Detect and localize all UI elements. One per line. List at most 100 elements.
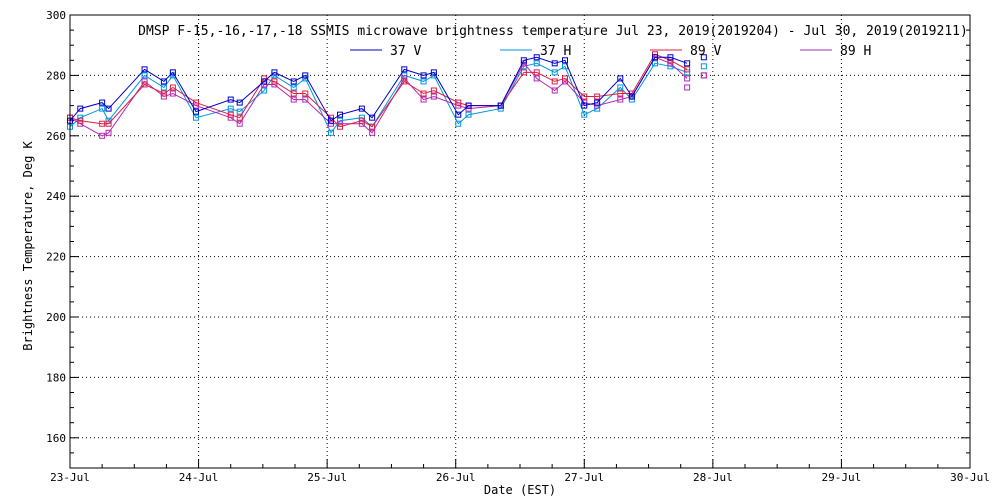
data-point-89-v xyxy=(551,78,558,85)
data-point-37-v xyxy=(105,105,112,112)
data-point-89-v xyxy=(99,120,106,127)
data-point-37-h xyxy=(420,78,427,85)
x-tick-label: 29-Jul xyxy=(822,471,862,484)
data-point-37-v xyxy=(700,54,707,61)
data-point-89-v xyxy=(290,90,297,97)
data-point-89-v xyxy=(302,90,309,97)
x-tick-label: 30-Jul xyxy=(950,471,990,484)
data-point-89-v xyxy=(236,114,243,121)
data-point-89-v xyxy=(337,123,343,130)
data-point-37-v xyxy=(160,78,167,85)
data-point-89-h xyxy=(430,93,437,100)
data-point-89-v xyxy=(105,120,112,127)
data-point-89-v xyxy=(581,93,588,100)
x-axis-label: Date (EST) xyxy=(484,483,556,497)
data-point-37-h xyxy=(141,72,148,79)
data-point-37-h xyxy=(261,87,268,94)
data-point-37-v xyxy=(594,99,601,106)
data-point-89-v xyxy=(77,117,84,124)
data-point-89-h xyxy=(290,96,297,103)
data-point-89-h xyxy=(236,120,243,127)
data-point-37-h xyxy=(290,84,297,91)
data-point-37-v xyxy=(652,54,658,61)
data-point-37-h xyxy=(700,63,707,70)
data-point-37-h xyxy=(358,114,365,121)
x-tick-label: 27-Jul xyxy=(564,471,604,484)
y-tick-label: 200 xyxy=(46,311,66,324)
data-point-89-v xyxy=(594,93,601,100)
data-point-89-v xyxy=(455,99,462,106)
data-point-89-h xyxy=(617,96,624,103)
data-point-37-v xyxy=(420,72,427,79)
plot-frame xyxy=(69,14,971,469)
data-point-37-v xyxy=(430,69,437,76)
data-point-37-h xyxy=(617,84,624,91)
data-point-89-h xyxy=(700,72,707,79)
y-axis-label: Brightness Temperature, Deg K xyxy=(21,140,35,350)
data-point-89-h xyxy=(420,96,427,103)
data-point-89-v xyxy=(369,123,376,130)
data-point-37-h xyxy=(684,69,691,76)
legend-label-37-h: 37 H xyxy=(540,44,571,59)
legend: 37 V 37 H 89 V 89 H xyxy=(350,44,871,59)
data-point-37-h xyxy=(328,129,334,136)
data-point-89-v xyxy=(160,90,167,97)
data-point-37-v xyxy=(358,105,365,112)
y-tick-label: 240 xyxy=(46,190,66,203)
data-point-37-v xyxy=(193,108,199,115)
data-point-89-v xyxy=(533,69,540,76)
data-point-89-h xyxy=(99,132,106,139)
data-point-37-h xyxy=(99,105,106,112)
series-line-37-v xyxy=(69,56,688,122)
data-point-37-v xyxy=(337,111,343,118)
data-point-37-v xyxy=(551,60,558,67)
data-point-89-h xyxy=(105,129,112,136)
data-point-37-v xyxy=(533,54,540,61)
data-point-37-h xyxy=(551,69,558,76)
x-tick-label: 24-Jul xyxy=(179,471,219,484)
data-point-37-h xyxy=(160,84,167,91)
data-point-89-h xyxy=(684,84,691,91)
data-point-37-v xyxy=(562,57,568,64)
data-point-37-v xyxy=(465,102,472,109)
data-point-89-v xyxy=(401,78,408,85)
data-point-89-v xyxy=(420,90,427,97)
data-point-37-h xyxy=(227,105,234,112)
data-point-89-h xyxy=(684,75,691,82)
x-tick-label: 26-Jul xyxy=(436,471,476,484)
y-tick-label: 160 xyxy=(46,432,66,445)
data-point-89-v xyxy=(271,78,278,85)
data-point-37-v xyxy=(141,66,148,73)
data-point-37-v xyxy=(99,99,106,106)
data-point-89-v xyxy=(520,69,527,76)
data-point-89-v xyxy=(358,117,365,124)
chart-title: DMSP F-15,-16,-17,-18 SSMIS microwave br… xyxy=(138,24,968,39)
data-point-37-h xyxy=(581,111,588,118)
data-point-37-h xyxy=(455,120,462,127)
data-point-89-h xyxy=(77,120,84,127)
data-point-89-v xyxy=(684,66,691,73)
data-point-37-v xyxy=(77,105,84,112)
data-point-37-v xyxy=(401,66,408,73)
y-tick-label: 180 xyxy=(46,371,66,384)
data-point-37-v xyxy=(271,69,278,76)
data-point-37-v xyxy=(520,57,527,64)
data-point-37-h xyxy=(193,114,199,121)
y-tick-label: 260 xyxy=(46,130,66,143)
y-tick-label: 220 xyxy=(46,251,66,264)
data-point-89-v xyxy=(562,75,568,82)
data-point-37-v xyxy=(302,72,309,79)
data-point-37-v xyxy=(261,78,268,85)
x-tick-label: 25-Jul xyxy=(307,471,347,484)
data-point-89-v xyxy=(430,87,437,94)
data-point-37-v xyxy=(628,93,635,100)
data-point-37-h xyxy=(533,60,540,67)
data-point-89-h xyxy=(169,90,176,97)
data-point-89-h xyxy=(533,75,540,82)
data-point-89-v xyxy=(617,90,624,97)
data-point-37-h xyxy=(594,105,601,112)
data-point-37-v xyxy=(369,114,376,121)
data-point-37-v xyxy=(227,96,234,103)
data-point-89-h xyxy=(160,93,167,100)
data-point-89-v xyxy=(652,51,658,58)
